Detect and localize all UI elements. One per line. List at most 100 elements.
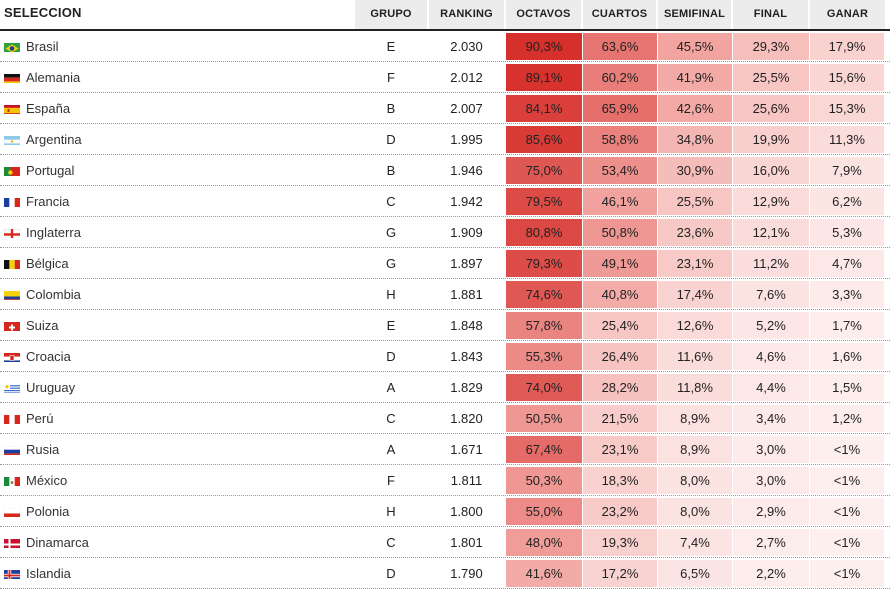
ganar-cell: 3,3% <box>810 281 885 308</box>
cuartos-cell: 28,2% <box>583 374 658 401</box>
final-cell: 4,6% <box>733 343 810 370</box>
header-octavos: OCTAVOS <box>506 0 581 29</box>
octavos-cell: 57,8% <box>506 312 583 339</box>
final-cell: 16,0% <box>733 157 810 184</box>
row-separator <box>0 464 890 465</box>
ranking-cell: 2.030 <box>450 39 483 54</box>
table-header: SELECCION GRUPO RANKING OCTAVOS CUARTOS … <box>0 0 890 31</box>
team-name: Francia <box>26 194 70 209</box>
semifinal-cell: 12,6% <box>658 312 733 339</box>
ganar-cell: 1,6% <box>810 343 885 370</box>
semifinal-cell: 11,6% <box>658 343 733 370</box>
row-separator <box>0 185 890 186</box>
table-row: Francia C 1.942 79,5% 46,1% 25,5% 12,9% 6,2% <box>0 186 890 217</box>
octavos-cell: 79,5% <box>506 188 583 215</box>
group-cell: E <box>386 39 396 54</box>
ganar-cell: 15,6% <box>810 64 885 91</box>
group-cell: G <box>385 256 397 271</box>
ganar-cell: <1% <box>810 498 885 525</box>
final-cell: 3,0% <box>733 467 810 494</box>
semifinal-cell: 8,9% <box>658 405 733 432</box>
team-name: Dinamarca <box>26 535 89 550</box>
brazil-flag-icon <box>4 41 20 52</box>
spain-flag-icon <box>4 103 20 114</box>
team-name: Portugal <box>26 163 75 178</box>
cuartos-cell: 65,9% <box>583 95 658 122</box>
group-cell: D <box>386 349 396 364</box>
iceland-flag-icon <box>4 568 20 579</box>
octavos-cell: 75,0% <box>506 157 583 184</box>
cuartos-cell: 40,8% <box>583 281 658 308</box>
row-separator <box>0 278 890 279</box>
row-separator <box>0 371 890 372</box>
semifinal-cell: 11,8% <box>658 374 733 401</box>
final-cell: 25,6% <box>733 95 810 122</box>
team-name: Bélgica <box>26 256 69 271</box>
row-separator <box>0 154 890 155</box>
cuartos-cell: 46,1% <box>583 188 658 215</box>
ganar-cell: <1% <box>810 467 885 494</box>
table-row: México F 1.811 50,3% 18,3% 8,0% 3,0% <1% <box>0 465 890 496</box>
row-separator <box>0 340 890 341</box>
final-cell: 19,9% <box>733 126 810 153</box>
table-row: Brasil E 2.030 90,3% 63,6% 45,5% 29,3% 17,9% <box>0 31 890 62</box>
final-cell: 2,7% <box>733 529 810 556</box>
group-cell: F <box>387 473 395 488</box>
semifinal-cell: 45,5% <box>658 33 733 60</box>
group-cell: A <box>386 380 396 395</box>
final-cell: 3,4% <box>733 405 810 432</box>
table-row: Inglaterra G 1.909 80,8% 50,8% 23,6% 12,1% 5,3% <box>0 217 890 248</box>
octavos-cell: 79,3% <box>506 250 583 277</box>
cuartos-cell: 26,4% <box>583 343 658 370</box>
ganar-cell: 1,5% <box>810 374 885 401</box>
ranking-cell: 1.881 <box>450 287 483 302</box>
header-seleccion: SELECCION <box>4 5 82 20</box>
team-name: Alemania <box>26 70 81 85</box>
ranking-cell: 1.790 <box>450 566 483 581</box>
octavos-cell: 55,0% <box>506 498 583 525</box>
denmark-flag-icon <box>4 537 20 548</box>
header-ganar: GANAR <box>810 0 885 29</box>
row-separator <box>0 216 890 217</box>
group-cell: H <box>386 287 396 302</box>
ganar-cell: 5,3% <box>810 219 885 246</box>
cuartos-cell: 63,6% <box>583 33 658 60</box>
final-cell: 12,1% <box>733 219 810 246</box>
team-name: Perú <box>26 411 54 426</box>
cuartos-cell: 50,8% <box>583 219 658 246</box>
final-cell: 5,2% <box>733 312 810 339</box>
final-cell: 7,6% <box>733 281 810 308</box>
octavos-cell: 48,0% <box>506 529 583 556</box>
table-row: Uruguay A 1.829 74,0% 28,2% 11,8% 4,4% 1,5% <box>0 372 890 403</box>
team-name: Inglaterra <box>26 225 81 240</box>
ganar-cell: 6,2% <box>810 188 885 215</box>
final-cell: 29,3% <box>733 33 810 60</box>
table-row: Alemania F 2.012 89,1% 60,2% 41,9% 25,5% 15,6% <box>0 62 890 93</box>
croatia-flag-icon <box>4 351 20 362</box>
team-name: Suiza <box>26 318 59 333</box>
row-separator <box>0 588 890 589</box>
final-cell: 2,2% <box>733 560 810 587</box>
octavos-cell: 90,3% <box>506 33 583 60</box>
table-row: Rusia A 1.671 67,4% 23,1% 8,9% 3,0% <1% <box>0 434 890 465</box>
ranking-cell: 1.820 <box>450 411 483 426</box>
ganar-cell: 1,7% <box>810 312 885 339</box>
ranking-cell: 1.801 <box>450 535 483 550</box>
final-cell: 12,9% <box>733 188 810 215</box>
table-row: Croacia D 1.843 55,3% 26,4% 11,6% 4,6% 1,6% <box>0 341 890 372</box>
semifinal-cell: 7,4% <box>658 529 733 556</box>
final-cell: 2,9% <box>733 498 810 525</box>
poland-flag-icon <box>4 506 20 517</box>
group-cell: D <box>386 132 396 147</box>
semifinal-cell: 23,1% <box>658 250 733 277</box>
octavos-cell: 74,6% <box>506 281 583 308</box>
table-row: Colombia H 1.881 74,6% 40,8% 17,4% 7,6% 3,3% <box>0 279 890 310</box>
ranking-cell: 1.848 <box>450 318 483 333</box>
team-name: Uruguay <box>26 380 76 395</box>
ranking-cell: 2.012 <box>450 70 483 85</box>
octavos-cell: 80,8% <box>506 219 583 246</box>
ganar-cell: <1% <box>810 436 885 463</box>
table-row: Islandia D 1.790 41,6% 17,2% 6,5% 2,2% <1% <box>0 558 890 589</box>
octavos-cell: 85,6% <box>506 126 583 153</box>
ganar-cell: <1% <box>810 560 885 587</box>
